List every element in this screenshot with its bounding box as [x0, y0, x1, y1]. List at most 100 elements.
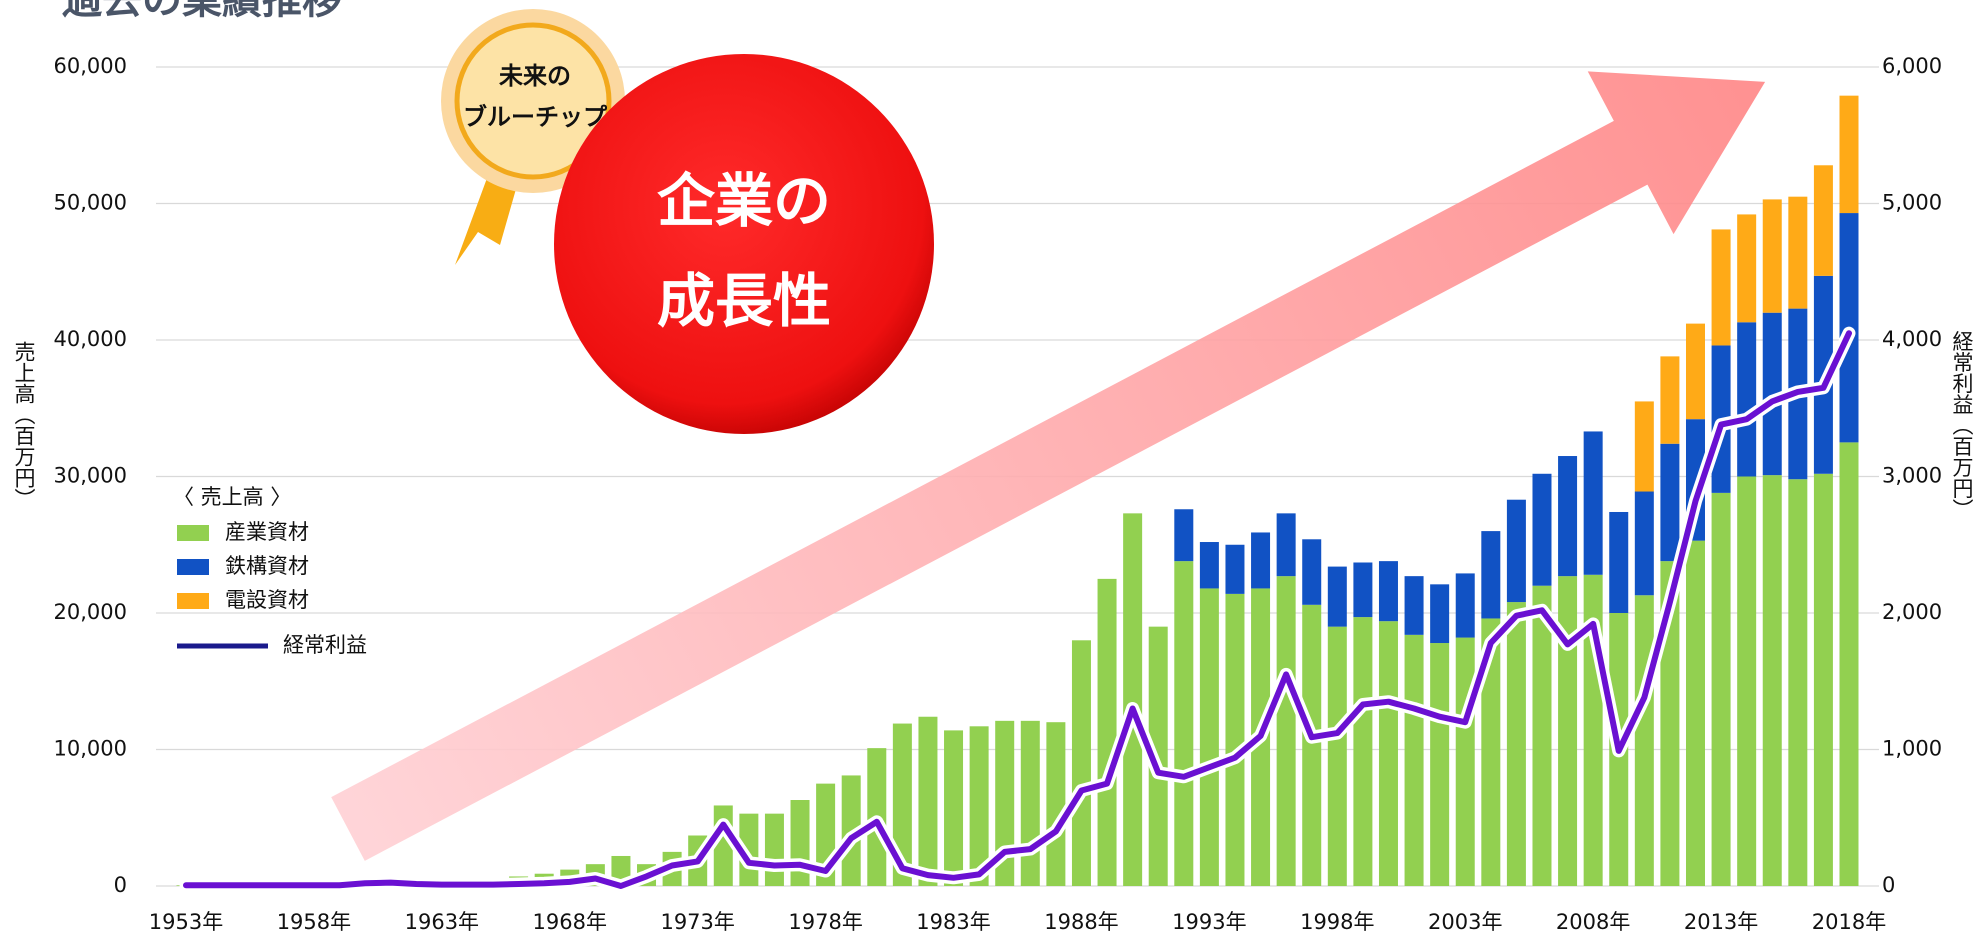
legend-label: 経常利益: [283, 633, 367, 657]
bar: [1225, 545, 1244, 594]
bar: [1353, 617, 1372, 886]
bar: [1353, 562, 1372, 617]
bar: [1046, 722, 1065, 886]
x-tick-label: 1988年: [1044, 910, 1118, 934]
bar: [1507, 500, 1526, 602]
y2-tick-label: 5,000: [1882, 191, 1942, 215]
x-tick-label: 1993年: [1172, 910, 1246, 934]
bar: [1328, 567, 1347, 627]
bar: [918, 717, 937, 886]
x-tick-label: 1973年: [660, 910, 734, 934]
x-tick-label: 2003年: [1428, 910, 1502, 934]
bubble-text: 成長性: [657, 267, 831, 335]
bar: [1328, 627, 1347, 886]
bar: [1737, 322, 1756, 476]
bar: [1763, 475, 1782, 886]
x-tick-label: 2018年: [1812, 910, 1886, 934]
bar: [1379, 561, 1398, 621]
bar: [1532, 474, 1551, 586]
y-tick-label: 0: [114, 873, 127, 897]
bar: [1430, 643, 1449, 886]
x-tick-label: 1978年: [788, 910, 862, 934]
bar: [1507, 602, 1526, 886]
bar: [1584, 431, 1603, 574]
bar: [1225, 594, 1244, 886]
legend-swatch: [177, 559, 209, 575]
bar: [1788, 479, 1807, 886]
bar: [1609, 512, 1628, 613]
x-tick-label: 1983年: [916, 910, 990, 934]
bar: [1635, 595, 1654, 886]
bar: [1635, 492, 1654, 596]
x-tick-label: 1968年: [533, 910, 607, 934]
bar: [1174, 509, 1193, 561]
bar: [1277, 513, 1296, 576]
y-tick-label: 10,000: [54, 737, 127, 761]
bar: [1481, 531, 1500, 618]
bar: [1379, 621, 1398, 886]
y2-tick-label: 3,000: [1882, 464, 1942, 488]
legend-label: 鉄構資材: [225, 554, 309, 578]
x-tick-label: 1963年: [405, 910, 479, 934]
y2-tick-label: 6,000: [1882, 54, 1942, 78]
bar: [1660, 444, 1679, 561]
legend-label: 電設資材: [225, 588, 309, 612]
y2-axis-title: 経常利益（百万円）: [1950, 331, 1974, 520]
x-tick-label: 2008年: [1556, 910, 1630, 934]
x-tick-label: 1958年: [277, 910, 351, 934]
bar: [1251, 532, 1270, 588]
bar: [1302, 605, 1321, 886]
bar: [1430, 584, 1449, 643]
bar: [1098, 579, 1117, 886]
bar: [944, 730, 963, 886]
bar: [1660, 356, 1679, 443]
y-tick-label: 40,000: [54, 327, 127, 351]
y2-tick-label: 1,000: [1882, 737, 1942, 761]
bar: [765, 814, 784, 886]
x-tick-label: 1953年: [149, 910, 223, 934]
bar: [1200, 588, 1219, 886]
bar: [1200, 542, 1219, 588]
bar: [1814, 165, 1833, 276]
legend-swatch: [177, 525, 209, 541]
y-tick-label: 30,000: [54, 464, 127, 488]
badge-text: 未来の: [499, 62, 571, 90]
legend-swatch: [177, 593, 209, 609]
bubble: 企業の 成長性: [554, 54, 934, 434]
bar: [1686, 541, 1705, 886]
bar: [1456, 573, 1475, 637]
bar: [1123, 513, 1142, 886]
legend-title: 〈 売上高 〉: [173, 485, 291, 509]
bar: [1558, 576, 1577, 886]
bar: [1840, 96, 1859, 213]
chart: 0 10,000 20,000 30,000 40,000 50,000 60,000 0 1,…: [0, 0, 1984, 936]
bar: [1277, 576, 1296, 886]
y2-tick-label: 2,000: [1882, 600, 1942, 624]
bar: [1788, 197, 1807, 309]
x-tick-label: 2013年: [1684, 910, 1758, 934]
bar: [1405, 635, 1424, 886]
y-tick-label: 50,000: [54, 191, 127, 215]
chart-title: 過去の業績推移: [62, 0, 342, 23]
bar: [1021, 721, 1040, 886]
y-tick-label: 60,000: [54, 54, 127, 78]
legend-label: 産業資材: [225, 520, 309, 544]
bar: [1405, 576, 1424, 635]
bar: [1456, 638, 1475, 886]
bar: [1686, 324, 1705, 420]
bar: [1558, 456, 1577, 576]
y-tick-label: 20,000: [54, 600, 127, 624]
bar: [1712, 493, 1731, 886]
bar: [1763, 199, 1782, 312]
bar: [1840, 442, 1859, 886]
bar: [1072, 640, 1091, 886]
badge-text: ブルーチップ: [463, 103, 608, 131]
y-axis-title: 売上高（百万円）: [12, 341, 36, 509]
bar: [1814, 474, 1833, 886]
x-tick-label: 1998年: [1300, 910, 1374, 934]
bar: [1737, 477, 1756, 887]
y2-tick-label: 4,000: [1882, 327, 1942, 351]
y2-tick-label: 0: [1882, 873, 1895, 897]
bar: [1737, 214, 1756, 322]
